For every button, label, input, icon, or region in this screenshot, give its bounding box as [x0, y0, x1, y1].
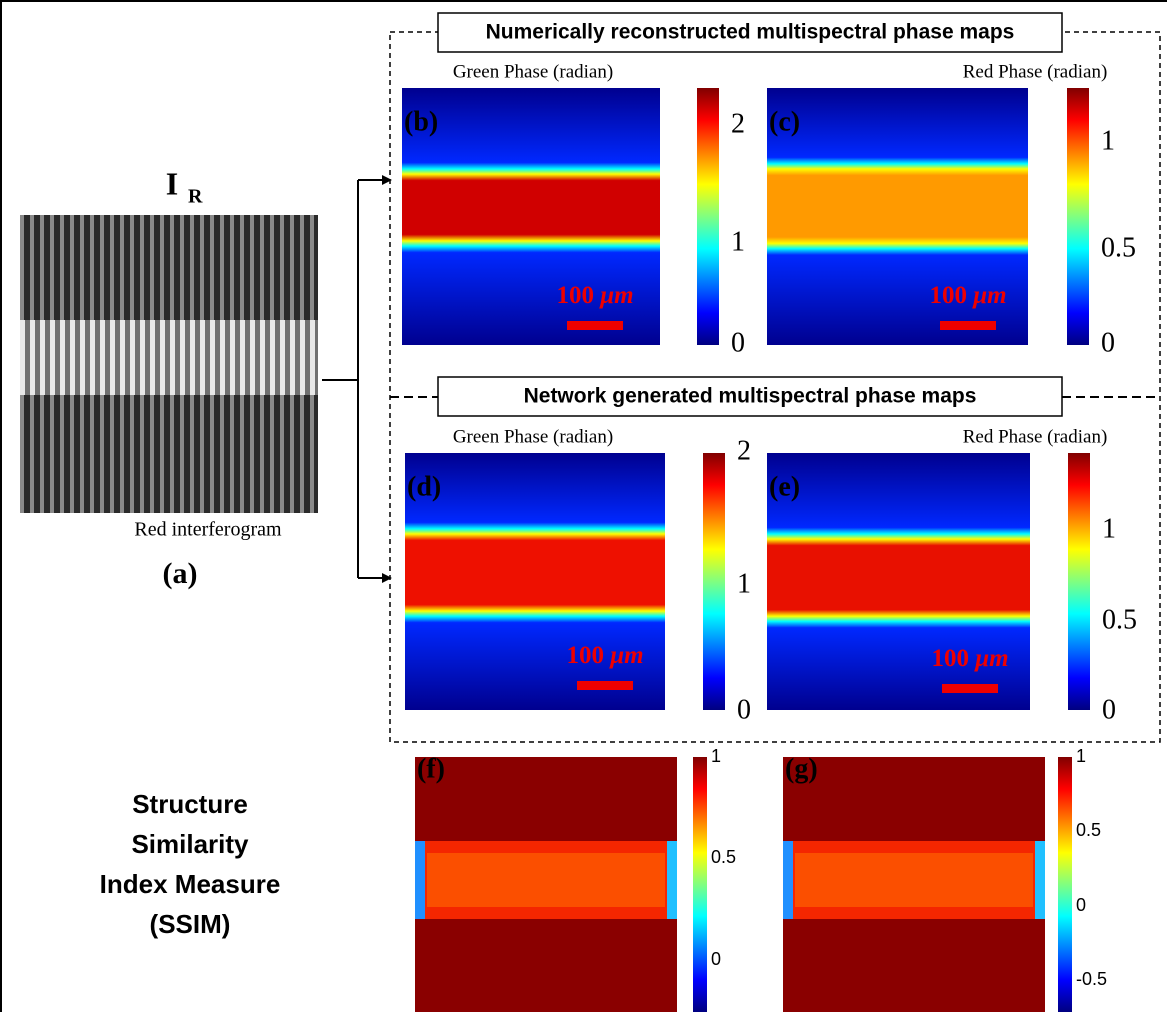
panel-label: (e) — [769, 471, 800, 502]
colorbar — [1068, 453, 1090, 710]
phase-map — [767, 453, 1030, 710]
panel-title: Red Phase (radian) — [963, 426, 1108, 447]
group-title: Numerically reconstructed multispectral … — [486, 21, 1015, 44]
ssim-edge — [1035, 841, 1045, 919]
panel-a-title: I — [166, 165, 178, 201]
colorbar-tick-label: 1 — [711, 746, 721, 766]
group-box — [389, 31, 1161, 743]
colorbar-tick-label: 0.5 — [1101, 232, 1136, 263]
phase-map — [405, 453, 665, 710]
ssim-title: (SSIM) — [150, 909, 231, 939]
scale-unit: μm — [598, 282, 633, 309]
colorbar-tick-label: -0.5 — [1076, 969, 1107, 989]
colorbar-tick-label: 0 — [731, 327, 745, 358]
ssim-edge — [667, 841, 677, 919]
group-title: Network generated multispectral phase ma… — [524, 385, 977, 408]
colorbar-tick-label: 1 — [731, 226, 745, 257]
ssim-edge — [783, 841, 793, 919]
arrow-head — [382, 175, 392, 185]
panel-title: Green Phase (radian) — [453, 426, 613, 447]
colorbar-tick-label: 0 — [1101, 327, 1115, 358]
colorbar-tick-label: 1 — [1076, 746, 1086, 766]
colorbar — [703, 453, 725, 710]
phase-map — [402, 88, 660, 345]
phase-map — [767, 88, 1028, 345]
ssim-title: Similarity — [131, 829, 249, 859]
scale-label: 100 μm — [931, 645, 1008, 672]
colorbar-tick-label: 0 — [1102, 694, 1116, 725]
ssim-title: Structure — [132, 789, 248, 819]
panel-label: (g) — [785, 753, 818, 784]
colorbar-tick-label: 1 — [737, 568, 751, 599]
panel-label: (b) — [404, 106, 438, 137]
group-title-box — [437, 12, 1063, 53]
scale-bar — [577, 681, 633, 690]
scale-label: 100 μm — [556, 282, 633, 309]
scale-bar — [567, 321, 623, 330]
scale-bar — [942, 684, 998, 693]
colorbar-tick-label: 0.5 — [1102, 604, 1137, 635]
scale-label: 100 μm — [566, 642, 643, 669]
scale-bar — [940, 321, 996, 330]
connector — [322, 179, 384, 579]
panel-label: (c) — [769, 106, 800, 137]
colorbar-tick-label: 0.5 — [1076, 820, 1101, 840]
scale-value: 100 — [931, 645, 969, 672]
arrow-head — [382, 573, 392, 583]
ssim-title: Index Measure — [100, 869, 281, 899]
ssim-band-inner — [427, 853, 665, 907]
interferogram-band — [20, 320, 318, 395]
ssim-edge — [415, 841, 425, 919]
panel-a-subscript: R — [188, 186, 203, 208]
panel-title: Red Phase (radian) — [963, 61, 1108, 82]
scale-value: 100 — [566, 642, 604, 669]
scale-value: 100 — [929, 282, 967, 309]
colorbar — [1058, 757, 1072, 1012]
colorbar-tick-label: 0.5 — [711, 847, 736, 867]
colorbar — [693, 757, 707, 1012]
colorbar-tick-label: 2 — [737, 435, 751, 466]
colorbar-tick-label: 0 — [1076, 895, 1086, 915]
colorbar-tick-label: 0 — [711, 949, 721, 969]
panel-a-caption: Red interferogram — [134, 519, 282, 541]
scale-unit: μm — [971, 282, 1006, 309]
scale-value: 100 — [556, 282, 594, 309]
panel-label: (d) — [407, 471, 441, 502]
group-title-box — [437, 376, 1063, 417]
panel-title: Green Phase (radian) — [453, 61, 613, 82]
colorbar — [1067, 88, 1089, 345]
panel-label: (f) — [417, 753, 445, 784]
ssim-band-inner — [795, 853, 1033, 907]
scale-unit: μm — [608, 642, 643, 669]
colorbar-tick-label: 1 — [1101, 125, 1115, 156]
scale-label: 100 μm — [929, 282, 1006, 309]
colorbar — [697, 88, 719, 345]
colorbar-tick-label: 0 — [737, 694, 751, 725]
colorbar-tick-label: 1 — [1102, 513, 1116, 544]
panel-a-label: (a) — [163, 557, 198, 590]
scale-unit: μm — [973, 645, 1008, 672]
colorbar-tick-label: 2 — [731, 108, 745, 139]
